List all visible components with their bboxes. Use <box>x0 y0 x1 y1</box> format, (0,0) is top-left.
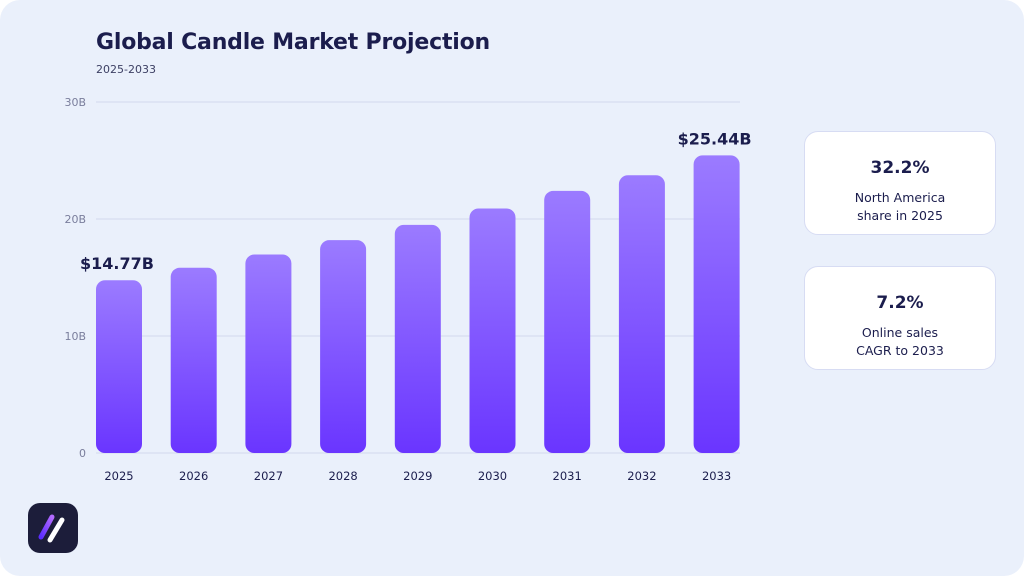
data-label-2025: $14.77B <box>80 254 154 273</box>
x-tick-label: 2027 <box>254 469 283 483</box>
stat-label-line: North America <box>854 190 946 205</box>
brand-logo-icon <box>28 503 78 553</box>
chart-subtitle: 2025-2033 <box>96 63 156 76</box>
stat-card-online-sales: 7.2% Online sales CAGR to 2033 <box>804 266 996 370</box>
stat-label-line: CAGR to 2033 <box>856 343 944 358</box>
bar-2033 <box>693 155 740 454</box>
bar-2026 <box>170 267 217 453</box>
bar-2031 <box>544 190 591 454</box>
stat-value: 32.2% <box>870 158 930 178</box>
stat-card-north-america: 32.2% North America share in 2025 <box>804 131 996 235</box>
x-tick-label: 2033 <box>702 469 731 483</box>
stat-label-line: share in 2025 <box>857 208 943 223</box>
y-tick-label: 20B <box>64 213 86 226</box>
y-tick-label: 30B <box>64 96 86 109</box>
chart-title: Global Candle Market Projection <box>96 30 490 55</box>
stat-label: North America share in 2025 <box>805 189 995 225</box>
x-tick-label: 2030 <box>478 469 507 483</box>
bar-2032 <box>618 175 665 453</box>
x-tick-label: 2032 <box>627 469 656 483</box>
x-tick-label: 2028 <box>328 469 357 483</box>
bar-2027 <box>245 254 292 453</box>
y-tick-label: 10B <box>64 330 86 343</box>
stat-label-line: Online sales <box>861 325 939 340</box>
data-label-2033: $25.44B <box>678 129 752 148</box>
x-tick-label: 2031 <box>553 469 582 483</box>
x-tick-label: 2026 <box>179 469 208 483</box>
x-tick-label: 2025 <box>104 469 133 483</box>
bar-2028 <box>320 240 367 453</box>
bar-2025 <box>96 280 142 453</box>
x-tick-label: 2029 <box>403 469 432 483</box>
bar-2030 <box>469 208 516 453</box>
stat-label: Online sales CAGR to 2033 <box>805 324 995 360</box>
bar-2029 <box>394 224 441 453</box>
y-tick-label: 0 <box>79 447 86 460</box>
stat-value: 7.2% <box>876 293 924 313</box>
